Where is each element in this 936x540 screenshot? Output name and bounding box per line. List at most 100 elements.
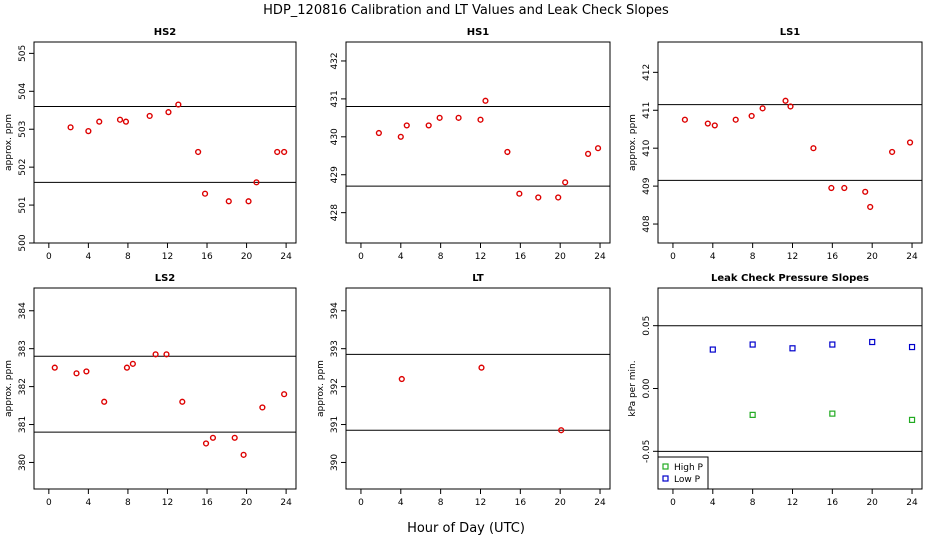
x-tick-label: 12 [475,252,486,262]
data-point [504,148,511,156]
x-tick-label: 16 [201,498,213,508]
data-point-low-p [829,341,836,348]
x-tick-label: 16 [201,252,213,262]
data-point [436,114,443,121]
x-tick-label: 4 [86,252,92,262]
legend-label: Low P [674,475,701,485]
x-tick-label: 24 [594,498,606,508]
legend-marker [662,475,669,482]
panel-0: HS2 0 4 8 12 16 20 24 500 501 502 503 504 505 approx. … [4,27,297,262]
data-point [810,145,817,152]
legend-marker [662,463,669,470]
data-point [195,148,202,156]
y-tick-label: 393 [330,340,340,357]
panel-title: HS1 [467,27,490,38]
data-point [555,194,562,201]
y-tick-label: 0.05 [642,316,652,336]
data-point-low-p [709,346,716,353]
x-tick-label: 12 [475,498,486,508]
data-point [116,116,124,123]
data-point [281,148,288,156]
y-axis-label: kPa per min. [628,360,638,416]
plot-frame [345,41,611,244]
x-tick-label: 16 [827,498,839,508]
y-tick-label: 432 [330,52,340,69]
data-point [163,351,170,358]
y-tick-label: 428 [330,204,340,221]
data-point [202,440,210,447]
y-tick-label: 408 [642,215,652,232]
data-point [146,112,153,120]
y-tick-label: 410 [642,139,652,156]
data-point [477,116,484,123]
y-tick-label: 384 [18,302,28,319]
data-point [67,124,74,131]
data-point [245,198,252,205]
data-point [101,398,108,405]
x-tick-label: 0 [46,498,52,508]
legend-box [657,456,709,490]
data-point [841,184,848,192]
y-tick-label: 411 [642,102,652,119]
x-tick-label: 0 [670,498,676,508]
plot-frame [33,41,297,244]
y-tick-label: 0.00 [642,378,652,398]
plot-frame [345,287,611,490]
data-point [482,97,489,104]
x-tick-label: 12 [162,252,173,262]
panels: HS2 0 4 8 12 16 20 24 500 501 502 503 504 505 approx. … [4,27,923,508]
x-tick-label: 8 [750,252,756,262]
data-point [274,148,281,156]
data-point [96,118,103,125]
x-tick-label: 16 [515,498,527,508]
data-point [51,364,58,371]
x-tick-label: 12 [162,498,173,508]
data-point [209,434,217,441]
y-axis-label: approx. ppm [4,360,14,417]
y-tick-label: 500 [18,234,28,251]
x-tick-label: 8 [438,498,444,508]
y-axis-label: approx. ppm [316,360,326,417]
x-tick-label: 0 [358,252,364,262]
y-tick-label: 394 [330,302,340,319]
x-tick-label: 24 [906,252,918,262]
y-tick-label: 392 [330,378,340,395]
data-point [455,114,462,121]
x-tick-label: 24 [280,498,292,508]
panel-title: HS2 [154,27,177,38]
x-tick-label: 8 [750,498,756,508]
data-point [85,128,92,135]
panel-title: Leak Check Pressure Slopes [711,273,869,284]
figure-title: HDP_120816 Calibration and LT Values and… [263,3,669,18]
data-point [782,97,789,104]
data-point [83,368,90,375]
y-tick-label: 390 [330,454,340,471]
plot-frame [657,41,923,244]
data-point [225,198,232,205]
x-tick-label: 4 [398,252,404,262]
x-tick-label: 0 [358,498,364,508]
x-tick-label: 20 [241,252,253,262]
data-point [711,122,718,129]
data-point [397,133,404,140]
data-point [535,194,542,201]
x-tick-label: 24 [594,252,606,262]
data-point [584,150,592,157]
panel-5: Leak Check Pressure Slopes 0 4 8 12 16 20 24 -0.… [628,273,923,508]
data-point [73,370,80,377]
x-tick-label: 12 [787,498,798,508]
data-point [165,109,172,116]
x-tick-label: 8 [125,252,131,262]
x-axis-label: Hour of Day (UTC) [407,521,525,536]
y-tick-label: 430 [330,128,340,145]
data-point [594,145,602,152]
y-tick-label: -0.05 [642,440,652,463]
data-point [558,427,565,434]
data-point [478,364,485,371]
data-point [281,391,288,398]
x-tick-label: 20 [866,252,878,262]
data-point [201,190,209,197]
y-axis-label: approx. ppm [628,114,638,171]
legend: High P Low P [657,456,709,490]
plot-frame [33,287,297,490]
